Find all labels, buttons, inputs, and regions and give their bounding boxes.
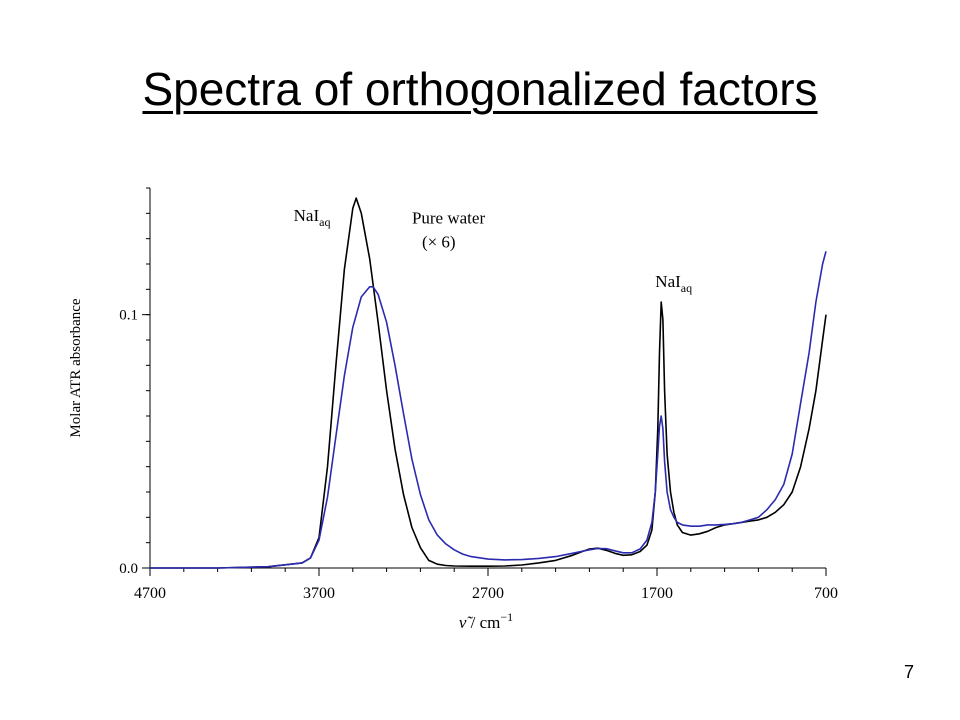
- annotation-group: NaIaq Pure water (× 6) NaIaq: [294, 206, 692, 295]
- y-minor-ticks: [146, 187, 150, 569]
- nai-annotation: NaIaq: [294, 206, 331, 229]
- x-tick-label: 4700: [134, 585, 166, 602]
- spectrum-chart: 4700 3700 2700 1700 700 0.0 0.1 NaIaq Pure wat…: [68, 187, 838, 632]
- x-axis-label: ν̃ / cm−1: [459, 610, 513, 632]
- plot-area: 4700 3700 2700 1700 700 0.0 0.1 NaIaq Pure wat…: [68, 187, 838, 632]
- y-major-ticks: 0.0 0.1: [119, 308, 150, 577]
- x-tick-label: 2700: [472, 585, 504, 602]
- x-tick-label: 1700: [641, 585, 673, 602]
- water-scale-annotation: (× 6): [422, 232, 456, 251]
- x-tick-label: 3700: [303, 585, 335, 602]
- slide-number: 7: [903, 662, 914, 682]
- y-tick-label: 0.1: [119, 308, 138, 324]
- x-tick-label: 700: [814, 585, 838, 602]
- series-group: [150, 197, 827, 569]
- x-major-ticks: 4700 3700 2700 1700 700: [134, 568, 838, 602]
- series-line: [150, 197, 827, 569]
- slide-title: Spectra of orthogonalized factors: [142, 63, 818, 115]
- nai-annotation: NaIaq: [655, 272, 692, 295]
- series-line: [150, 251, 827, 569]
- y-tick-label: 0.0: [119, 561, 138, 577]
- y-axis-label: Molar ATR absorbance: [68, 298, 84, 437]
- water-annotation: Pure water: [412, 208, 486, 227]
